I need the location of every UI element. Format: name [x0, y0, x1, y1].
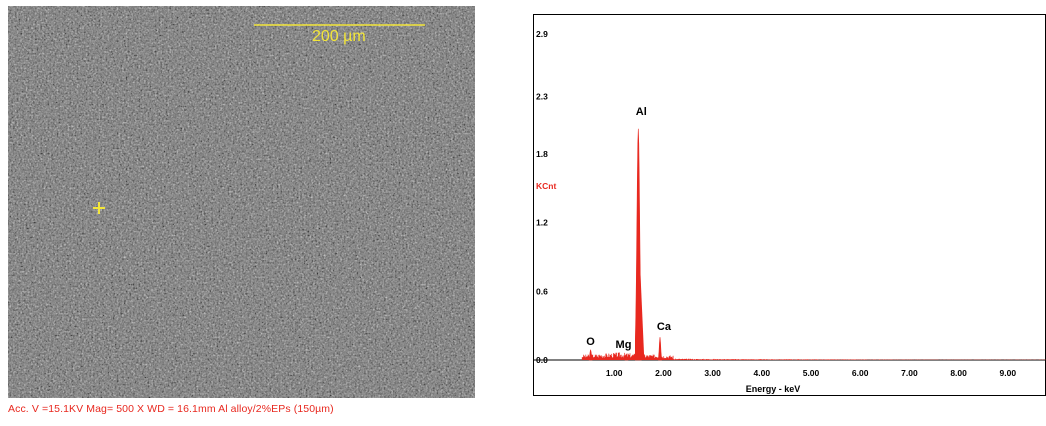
- x-tick-label: 9.00: [1000, 368, 1017, 378]
- x-tick-label: 6.00: [852, 368, 869, 378]
- peak-label-mg: Mg: [616, 339, 632, 351]
- chart-frame: [533, 14, 1046, 396]
- x-tick-label: 1.00: [606, 368, 623, 378]
- peak-label-al: Al: [636, 106, 647, 118]
- x-axis-label: Energy - keV: [746, 384, 801, 394]
- sem-texture: [8, 6, 475, 398]
- y-tick-label: 1.2: [536, 218, 548, 228]
- peak-o: [588, 349, 593, 361]
- y-tick-label: 0.6: [536, 286, 548, 296]
- x-tick-label: 3.00: [704, 368, 721, 378]
- x-tick-label: 5.00: [803, 368, 820, 378]
- y-tick-label: 1.8: [536, 149, 548, 159]
- sem-micrograph: 200 µm: [8, 6, 475, 398]
- sem-caption: Acc. V =15.1KV Mag= 500 X WD = 16.1mm Al…: [8, 403, 334, 415]
- peak-label-ca: Ca: [657, 321, 672, 333]
- y-tick-label: 0.0: [536, 355, 548, 365]
- x-tick-label: 8.00: [950, 368, 967, 378]
- y-axis-label: KCnt: [536, 181, 556, 191]
- peak-ca: [658, 337, 662, 361]
- x-tick-label: 7.00: [901, 368, 918, 378]
- eds-spectrum-svg: 0.0 0.6 1.2 1.8 2.3 2.9 1.00 2.00 3.00 4.00 5.00 6…: [533, 14, 1046, 396]
- peak-mg: [624, 353, 629, 361]
- y-tick-label: 2.9: [536, 29, 548, 39]
- peak-label-o: O: [586, 336, 595, 348]
- x-tick-label: 4.00: [754, 368, 771, 378]
- y-tick-label: 2.3: [536, 92, 548, 102]
- x-tick-label: 2.00: [655, 368, 672, 378]
- crosshair-icon: [93, 202, 105, 214]
- scale-bar-label: 200 µm: [312, 28, 366, 45]
- peak-al-shoulder: [637, 202, 645, 360]
- eds-spectrum-chart: 0.0 0.6 1.2 1.8 2.3 2.9 1.00 2.00 3.00 4.00 5.00 6…: [533, 14, 1046, 396]
